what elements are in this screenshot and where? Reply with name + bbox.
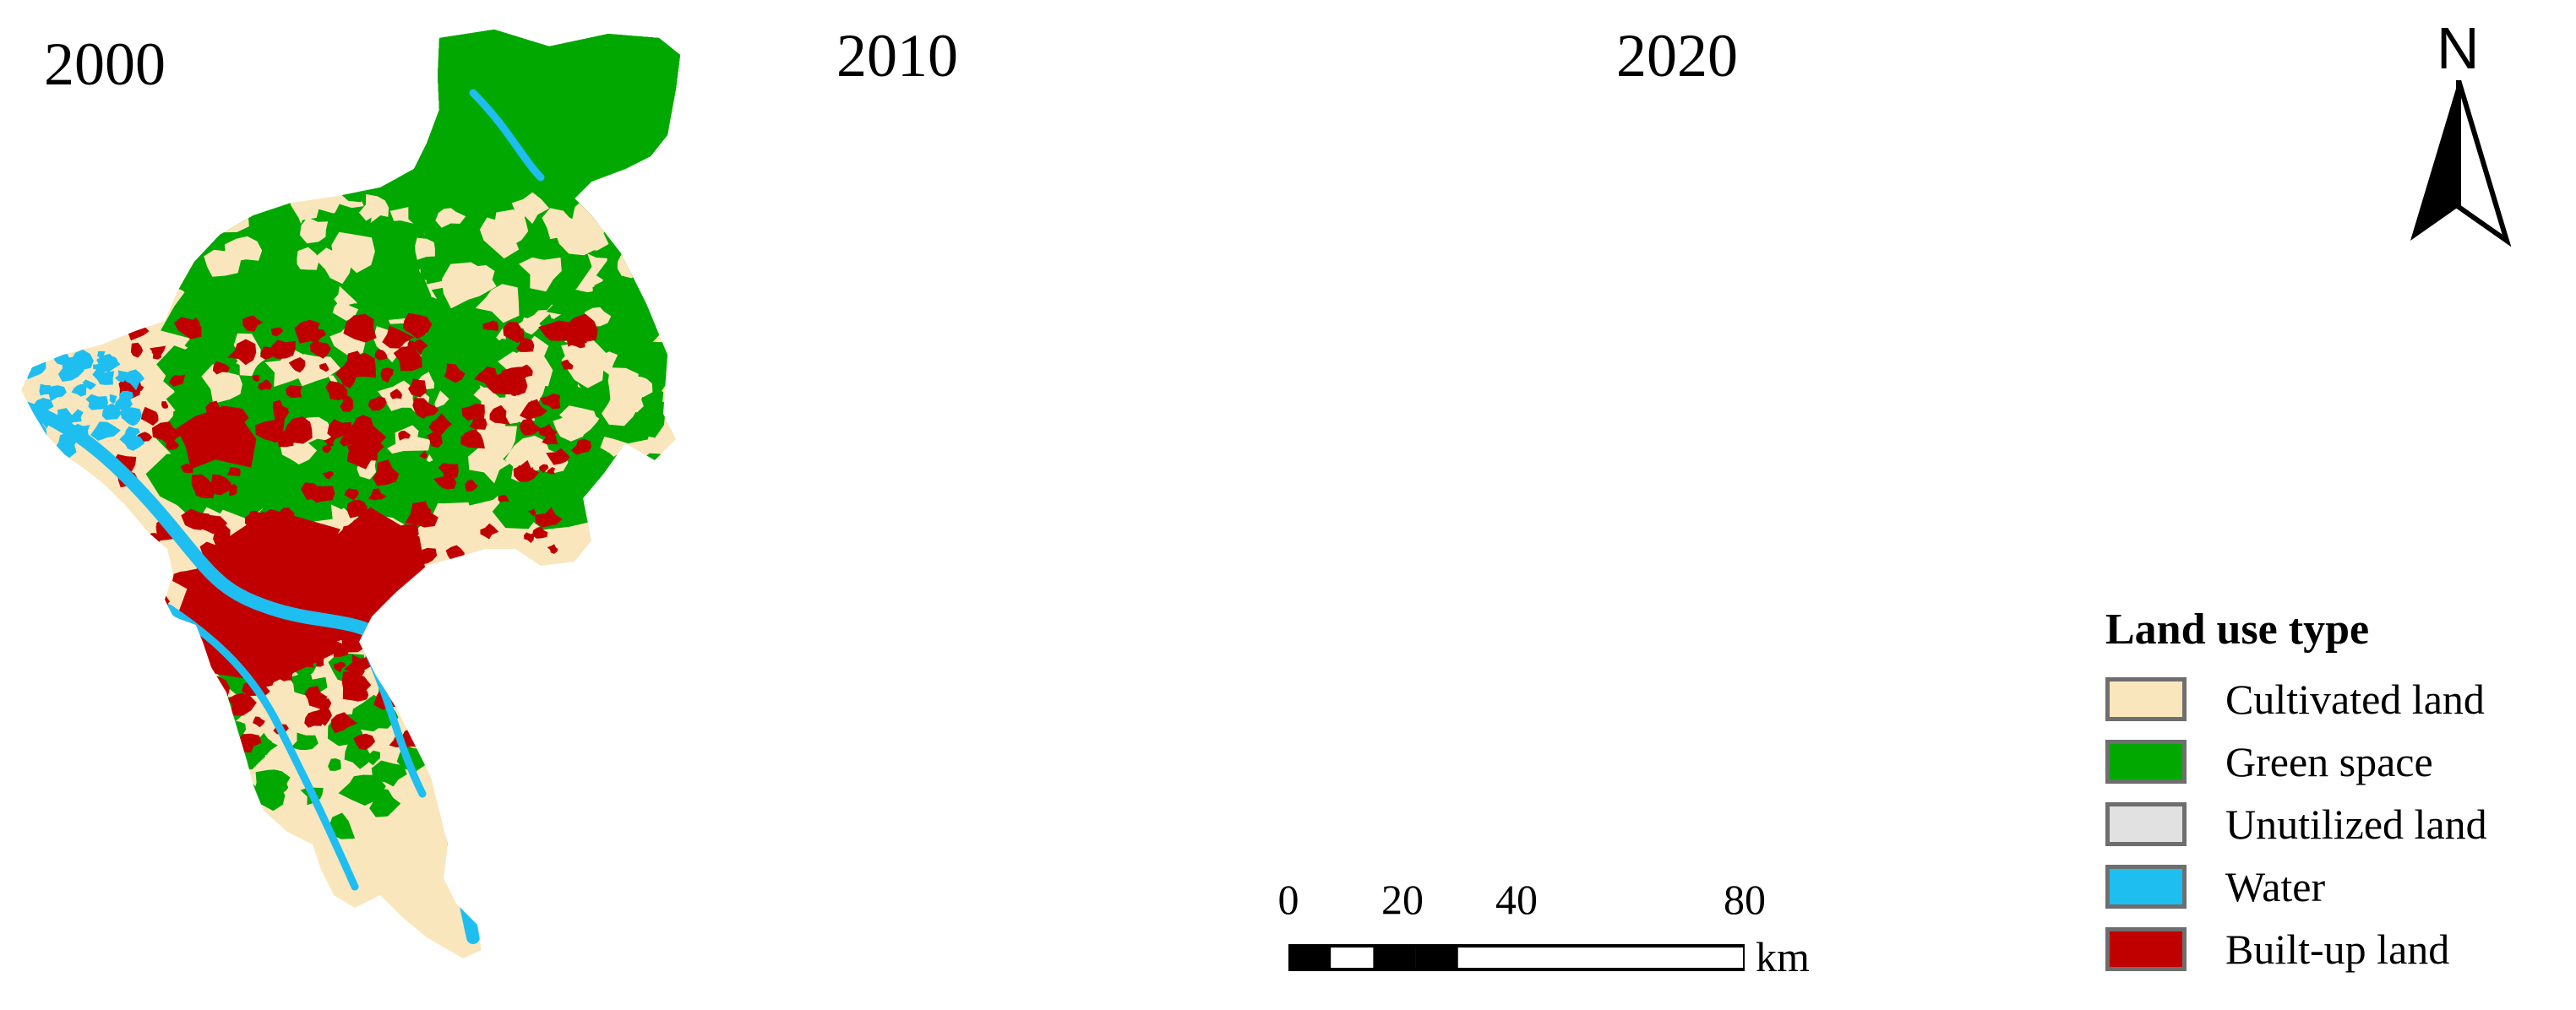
- scale-unit-label: km: [1756, 933, 1810, 980]
- legend-item-built-up-land: Built-up land: [2105, 918, 2487, 980]
- legend: Land use type Cultivated land Green spac…: [2105, 605, 2487, 980]
- legend-swatch: [2105, 865, 2187, 909]
- scale-bar: 0 20 40 80 km: [1267, 878, 1876, 1005]
- north-letter: N: [2437, 15, 2480, 81]
- legend-label: Green space: [2225, 738, 2433, 785]
- legend-item-unutilized-land: Unutilized land: [2105, 793, 2487, 855]
- legend-label: Cultivated land: [2225, 676, 2485, 723]
- legend-label: Water: [2225, 863, 2326, 910]
- legend-item-green-space: Green space: [2105, 730, 2487, 793]
- scale-tick-label: 20: [1381, 876, 1424, 923]
- land-use-map-2000: [21, 30, 680, 958]
- legend-swatch: [2105, 677, 2187, 721]
- map-year-label-2000: 2000: [44, 30, 166, 98]
- scale-tick-label: 80: [1724, 876, 1766, 923]
- map-year-label-2010: 2010: [836, 22, 958, 90]
- map-year-label-2020: 2020: [1616, 22, 1738, 90]
- legend-item-water: Water: [2105, 855, 2487, 918]
- scale-bar-graphic: [1288, 944, 1745, 971]
- legend-label: Unutilized land: [2225, 801, 2487, 848]
- legend-swatch: [2105, 740, 2187, 784]
- north-arrow-icon: [2410, 80, 2512, 247]
- legend-item-cultivated-land: Cultivated land: [2105, 668, 2487, 730]
- legend-label: Built-up land: [2225, 926, 2450, 973]
- legend-swatch: [2105, 927, 2187, 971]
- scale-tick-label: 0: [1277, 876, 1299, 923]
- legend-swatch: [2105, 802, 2187, 846]
- scale-tick-label: 40: [1495, 876, 1538, 923]
- legend-title: Land use type: [2105, 605, 2370, 654]
- land-use-map-2010: [750, 0, 1466, 980]
